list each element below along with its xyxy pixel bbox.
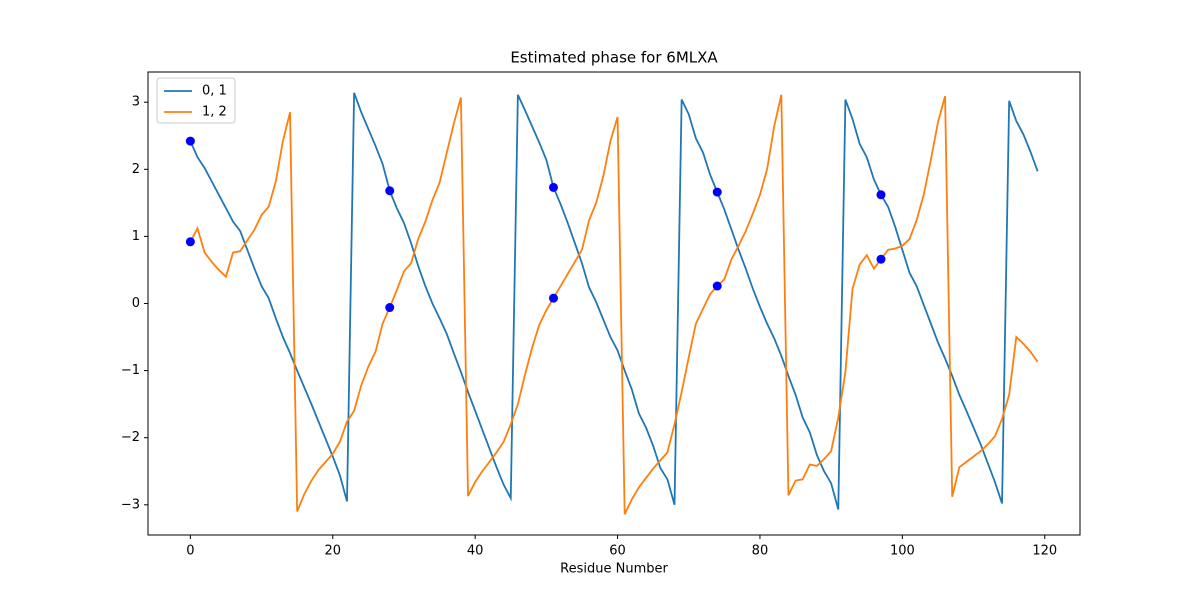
y-tick-label: −1: [121, 363, 140, 378]
x-tick-label: 60: [609, 544, 626, 559]
marker-point: [712, 281, 722, 291]
y-tick-label: −3: [121, 497, 140, 512]
marker-point: [548, 293, 558, 303]
y-tick-label: −2: [121, 430, 140, 445]
y-tick-label: 0: [132, 296, 140, 311]
line-series: [189, 92, 1039, 510]
legend-label: 1, 2: [202, 105, 227, 120]
x-tick-label: 80: [752, 544, 769, 559]
x-tick-label: 20: [324, 544, 341, 559]
plot-frame: [147, 71, 1081, 536]
x-tick-label: 40: [467, 544, 484, 559]
chart-title: Estimated phase for 6MLXA: [510, 49, 718, 67]
marker-point: [876, 254, 886, 264]
y-tick-label: 1: [132, 229, 140, 244]
x-tick-label: 0: [186, 544, 194, 559]
y-tick-label: 3: [132, 95, 140, 110]
marker-point: [712, 187, 722, 197]
legend-label: 0, 1: [202, 84, 227, 99]
marker-point: [876, 190, 886, 200]
x-axis-label: Residue Number: [560, 562, 668, 577]
marker-point: [548, 182, 558, 192]
marker-point: [185, 136, 195, 146]
x-tick-label: 120: [1032, 544, 1057, 559]
marker-point: [385, 186, 395, 196]
x-tick-label: 100: [890, 544, 915, 559]
marker-point: [185, 237, 195, 247]
line-series: [189, 94, 1039, 515]
marker-point: [385, 303, 395, 313]
y-tick-label: 2: [132, 162, 140, 177]
